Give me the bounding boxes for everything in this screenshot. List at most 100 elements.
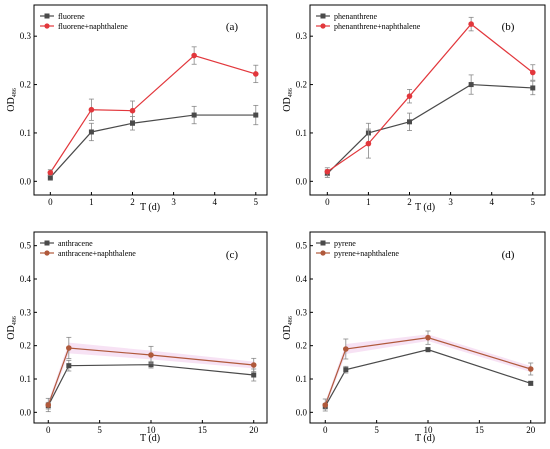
y-tick-label: 0.4: [20, 274, 32, 284]
data-point: [468, 82, 474, 88]
x-axis-label: T (d): [415, 433, 435, 444]
panel-label: (c): [226, 249, 239, 261]
x-tick-label: 5: [374, 425, 379, 435]
series-line: [47, 364, 254, 406]
legend-label: anthracene: [58, 239, 93, 248]
legend-label: fluorene: [58, 12, 85, 21]
legend-marker: [320, 240, 326, 246]
x-tick-label: 20: [249, 425, 259, 435]
x-tick-label: 3: [448, 197, 453, 207]
y-tick-label: 0.1: [20, 374, 31, 384]
series-line: [326, 83, 533, 175]
y-tick-label: 0.1: [20, 128, 31, 138]
y-tick-label: 0.2: [20, 80, 31, 90]
x-tick-label: 0: [323, 425, 328, 435]
data-point: [343, 367, 349, 373]
x-tick-label: 2: [130, 197, 135, 207]
x-tick-label: 5: [97, 425, 102, 435]
y-axis-label: OD486: [6, 316, 18, 339]
data-point: [425, 334, 431, 341]
y-tick-label: 0.3: [296, 31, 308, 41]
y-tick-label: 0.0: [20, 407, 32, 417]
data-point: [324, 168, 331, 175]
data-point: [148, 352, 154, 358]
chart-panel-3: 0 5 10 15 20 0.0 0.1 0.2 0.3 0.4 0.5 T (d) OD486 (c) a…: [6, 231, 268, 444]
data-point: [47, 174, 53, 180]
data-point: [88, 129, 94, 135]
x-tick-label: 5: [531, 197, 536, 207]
x-tick-label: 5: [254, 197, 259, 207]
legend-marker: [44, 250, 50, 256]
x-tick-label: 0: [46, 425, 51, 435]
series-line: [326, 23, 534, 173]
data-point: [66, 345, 72, 351]
x-tick-label: 3: [171, 197, 176, 207]
y-tick-label: 0.0: [20, 176, 32, 186]
chart-panel-4: 0 5 10 15 20 0.0 0.1 0.2 0.3 0.4 0.5 T (d) OD486 (d) p…: [282, 231, 546, 444]
x-axis-label: T (d): [415, 202, 435, 213]
data-point: [129, 107, 136, 114]
data-point: [407, 119, 413, 125]
x-tick-label: 0: [325, 197, 330, 207]
legend-marker: [320, 23, 326, 29]
series-band: [325, 334, 531, 408]
y-tick-label: 0.5: [296, 241, 308, 251]
plot-frame: [309, 4, 546, 196]
x-tick-label: 4: [212, 197, 217, 207]
x-tick-label: 1: [89, 197, 94, 207]
x-axis-label: T (d): [140, 433, 160, 444]
series-band: [48, 342, 254, 409]
data-point: [252, 71, 259, 77]
data-point: [406, 93, 413, 99]
x-axis-label: T (d): [140, 202, 160, 213]
x-tick-label: 10: [424, 425, 434, 435]
y-tick-label: 0.3: [296, 307, 308, 317]
data-point: [529, 69, 536, 76]
panel-label: (d): [502, 249, 515, 261]
data-point: [66, 363, 72, 369]
legend-marker: [320, 13, 326, 19]
series-line: [324, 337, 531, 406]
y-tick-label: 0.1: [296, 374, 307, 384]
legend-marker: [44, 13, 50, 19]
data-point: [253, 112, 259, 118]
legend-label: anthracene+naphthalene: [58, 249, 136, 258]
data-point: [365, 140, 372, 147]
series-line: [324, 349, 531, 407]
data-point: [425, 347, 431, 353]
data-point: [528, 380, 534, 386]
x-tick-label: 10: [147, 425, 157, 435]
legend-label: phenanthrene+naphthalene: [334, 22, 421, 31]
legend-label: fluorene+naphthalene: [58, 22, 128, 31]
x-tick-label: 15: [475, 425, 485, 435]
data-point: [191, 112, 197, 118]
x-tick-label: 2: [407, 197, 412, 207]
data-point: [45, 402, 52, 408]
data-point: [251, 372, 257, 378]
panel-label: (a): [226, 21, 239, 33]
data-point: [130, 120, 136, 126]
y-tick-label: 0.0: [296, 407, 308, 417]
y-tick-label: 0.0: [296, 176, 308, 186]
y-tick-label: 0.2: [296, 80, 307, 90]
data-point: [322, 402, 329, 408]
x-tick-label: 15: [198, 425, 208, 435]
data-point: [527, 366, 534, 372]
data-point: [191, 52, 197, 59]
y-tick-label: 0.3: [20, 31, 32, 41]
y-axis-label: OD486: [282, 316, 294, 339]
series-line: [47, 347, 254, 406]
chart-panel-1: 0 1 2 3 4 5 0.0 0.1 0.2 0.3 T (d) OD486 (a) fluorenef…: [6, 4, 268, 213]
legend-marker: [44, 240, 50, 246]
data-point: [343, 346, 349, 352]
series-line: [49, 54, 256, 173]
data-point: [250, 362, 257, 368]
legend-label: pyrene+naphthalene: [334, 249, 399, 258]
y-tick-label: 0.3: [20, 307, 32, 317]
y-axis-label: OD486: [282, 88, 294, 111]
x-tick-label: 0: [48, 197, 53, 207]
data-point: [148, 362, 154, 368]
y-tick-label: 0.1: [296, 128, 307, 138]
legend-label: pyrene: [334, 239, 356, 248]
